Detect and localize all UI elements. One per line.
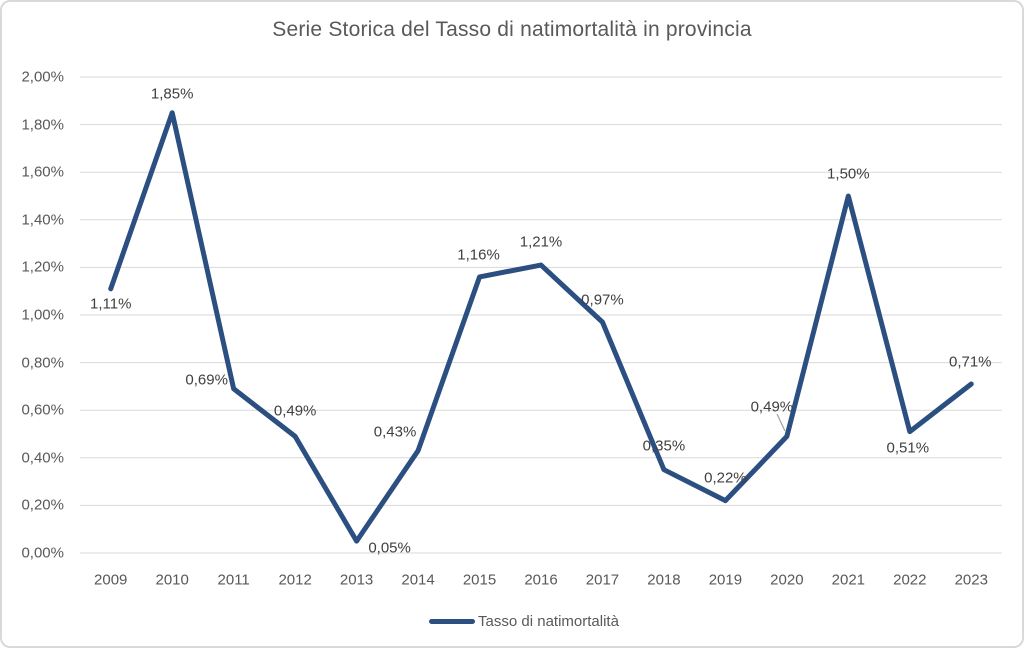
legend: Tasso di natimortalità	[14, 610, 1022, 632]
label-leader-line	[776, 413, 786, 432]
legend-line-swatch	[429, 618, 476, 624]
chart-title: Serie Storica del Tasso di natimortalità…	[272, 18, 752, 41]
legend-label: Tasso di natimortalità	[478, 612, 619, 630]
series-line	[108, 110, 974, 544]
